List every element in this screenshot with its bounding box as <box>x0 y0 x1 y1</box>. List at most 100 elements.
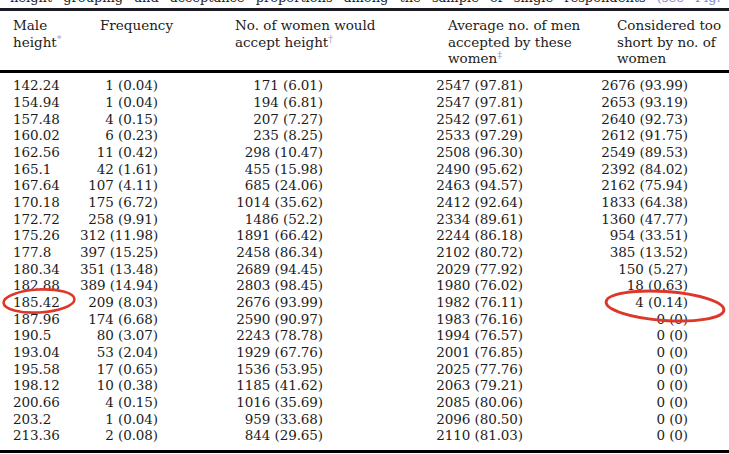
cell: 172.72 <box>0 211 80 227</box>
cell: 0 (0) <box>523 361 688 377</box>
cell: 1014 (35.62) <box>158 194 323 210</box>
cell: 2640 (92.73) <box>523 111 688 127</box>
table-row: 182.88389 (14.94)2803 (98.45)1980 (76.02… <box>0 277 729 294</box>
column-header-1: Frequency <box>100 17 173 34</box>
column-header-line: Frequency <box>100 17 173 34</box>
caption-link-fragment: (see Fig. 1) <box>657 0 723 5</box>
table-row: 177.8397 (15.25)2458 (86.34)2102 (80.72)… <box>0 244 729 261</box>
cell: 2676 (93.99) <box>158 294 323 310</box>
footnote-marker: † <box>328 32 333 43</box>
cell: 2612 (91.75) <box>523 127 688 143</box>
cell: 455 (15.98) <box>158 161 323 177</box>
cell: 17 (0.65) <box>80 361 158 377</box>
column-header-line: accepted by these <box>448 34 580 51</box>
table-row: 185.42209 (8.03)2676 (93.99)1982 (76.11)… <box>0 294 729 311</box>
cell: 2063 (79.21) <box>323 377 523 393</box>
cell: 187.96 <box>0 311 80 327</box>
table-row: 203.21 (0.04)959 (33.68)2096 (80.50)0 (0… <box>0 410 729 427</box>
cell: 200.66 <box>0 394 80 410</box>
table-row: 165.142 (1.61)455 (15.98)2490 (95.62)239… <box>0 160 729 177</box>
cell: 1983 (76.16) <box>323 311 523 327</box>
table-header-rule <box>0 70 729 73</box>
cell: 1 (0.04) <box>80 94 158 110</box>
cell: 142.24 <box>0 77 80 93</box>
cell: 182.88 <box>0 277 80 293</box>
cell: 351 (13.48) <box>80 261 158 277</box>
cell: 193.04 <box>0 344 80 360</box>
cell: 2653 (93.19) <box>523 94 688 110</box>
table-row: 190.580 (3.07)2243 (78.78)1994 (76.57)0 … <box>0 327 729 344</box>
cell: 154.94 <box>0 94 80 110</box>
cell: 203.2 <box>0 411 80 427</box>
cell: 1982 (76.11) <box>323 294 523 310</box>
cell: 389 (14.94) <box>80 277 158 293</box>
cell: 2085 (80.06) <box>323 394 523 410</box>
cell: 180.34 <box>0 261 80 277</box>
cell: 160.02 <box>0 127 80 143</box>
cell: 2533 (97.29) <box>323 127 523 143</box>
cell: 2689 (94.45) <box>158 261 323 277</box>
cell: 1536 (53.95) <box>158 361 323 377</box>
cell: 2542 (97.61) <box>323 111 523 127</box>
column-header-line: Considered too <box>617 17 721 34</box>
cell: 162.56 <box>0 144 80 160</box>
cell: 2676 (93.99) <box>523 77 688 93</box>
cell: 194 (6.81) <box>158 94 323 110</box>
cell: 397 (15.25) <box>80 244 158 260</box>
column-header-line: height* <box>13 34 62 51</box>
cell: 235 (8.25) <box>158 127 323 143</box>
cell: 6 (0.23) <box>80 127 158 143</box>
cell: 175.26 <box>0 227 80 243</box>
cell: 80 (3.07) <box>80 327 158 343</box>
cell: 42 (1.61) <box>80 161 158 177</box>
cell: 2803 (98.45) <box>158 277 323 293</box>
cell: 2243 (78.78) <box>158 327 323 343</box>
cell: 685 (24.06) <box>158 177 323 193</box>
column-header-line: accept height† <box>235 34 376 51</box>
cell: 0 (0) <box>523 377 688 393</box>
cell: 2549 (89.53) <box>523 144 688 160</box>
cell: 0 (0) <box>523 311 688 327</box>
cell: 385 (13.52) <box>523 244 688 260</box>
cell: 2 (0.08) <box>80 427 158 443</box>
cell: 4 (0.15) <box>80 111 158 127</box>
footnote-marker: * <box>57 32 62 43</box>
table-row: 142.241 (0.04)171 (6.01)2547 (97.81)2676… <box>0 77 729 94</box>
cell: 1994 (76.57) <box>323 327 523 343</box>
cell: 2162 (75.94) <box>523 177 688 193</box>
cell: 2001 (76.85) <box>323 344 523 360</box>
cell: 185.42 <box>0 294 80 310</box>
table-row: 195.5817 (0.65)1536 (53.95)2025 (77.76)0… <box>0 360 729 377</box>
table-body: 142.241 (0.04)171 (6.01)2547 (97.81)2676… <box>0 77 729 444</box>
column-header-line: women‡ <box>448 50 580 67</box>
cell: 167.64 <box>0 177 80 193</box>
table-row: 175.26312 (11.98)1891 (66.42)2244 (86.18… <box>0 227 729 244</box>
cell: 150 (5.27) <box>523 261 688 277</box>
table-row: 213.362 (0.08)844 (29.65)2110 (81.03)0 (… <box>0 427 729 444</box>
cell: 4 (0.15) <box>80 394 158 410</box>
cell: 1 (0.04) <box>80 411 158 427</box>
cell: 190.5 <box>0 327 80 343</box>
cell: 959 (33.68) <box>158 411 323 427</box>
cell: 209 (8.03) <box>80 294 158 310</box>
column-header-line: women <box>617 50 721 67</box>
cell: 2547 (97.81) <box>323 94 523 110</box>
cell: 1891 (66.42) <box>158 227 323 243</box>
cell: 0 (0) <box>523 411 688 427</box>
paper-table-page: height grouping and acceptance proportio… <box>0 0 729 454</box>
cell: 1980 (76.02) <box>323 277 523 293</box>
cell: 2110 (81.03) <box>323 427 523 443</box>
cell: 2590 (90.97) <box>158 311 323 327</box>
table-row: 200.664 (0.15)1016 (35.69)2085 (80.06)0 … <box>0 394 729 411</box>
cell: 198.12 <box>0 377 80 393</box>
cropped-caption-fragment: height grouping and acceptance proportio… <box>10 0 723 7</box>
cell: 1 (0.04) <box>80 77 158 93</box>
cell: 2412 (92.64) <box>323 194 523 210</box>
cell: 2029 (77.92) <box>323 261 523 277</box>
cell: 2490 (95.62) <box>323 161 523 177</box>
table-row: 193.0453 (2.04)1929 (67.76)2001 (76.85)0… <box>0 344 729 361</box>
column-header-0: Maleheight* <box>13 17 62 50</box>
cell: 175 (6.72) <box>80 194 158 210</box>
cell: 170.18 <box>0 194 80 210</box>
table-row: 180.34351 (13.48)2689 (94.45)2029 (77.92… <box>0 260 729 277</box>
